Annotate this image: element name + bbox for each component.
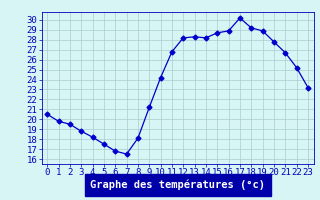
X-axis label: Graphe des températures (°c): Graphe des températures (°c)	[90, 180, 265, 190]
